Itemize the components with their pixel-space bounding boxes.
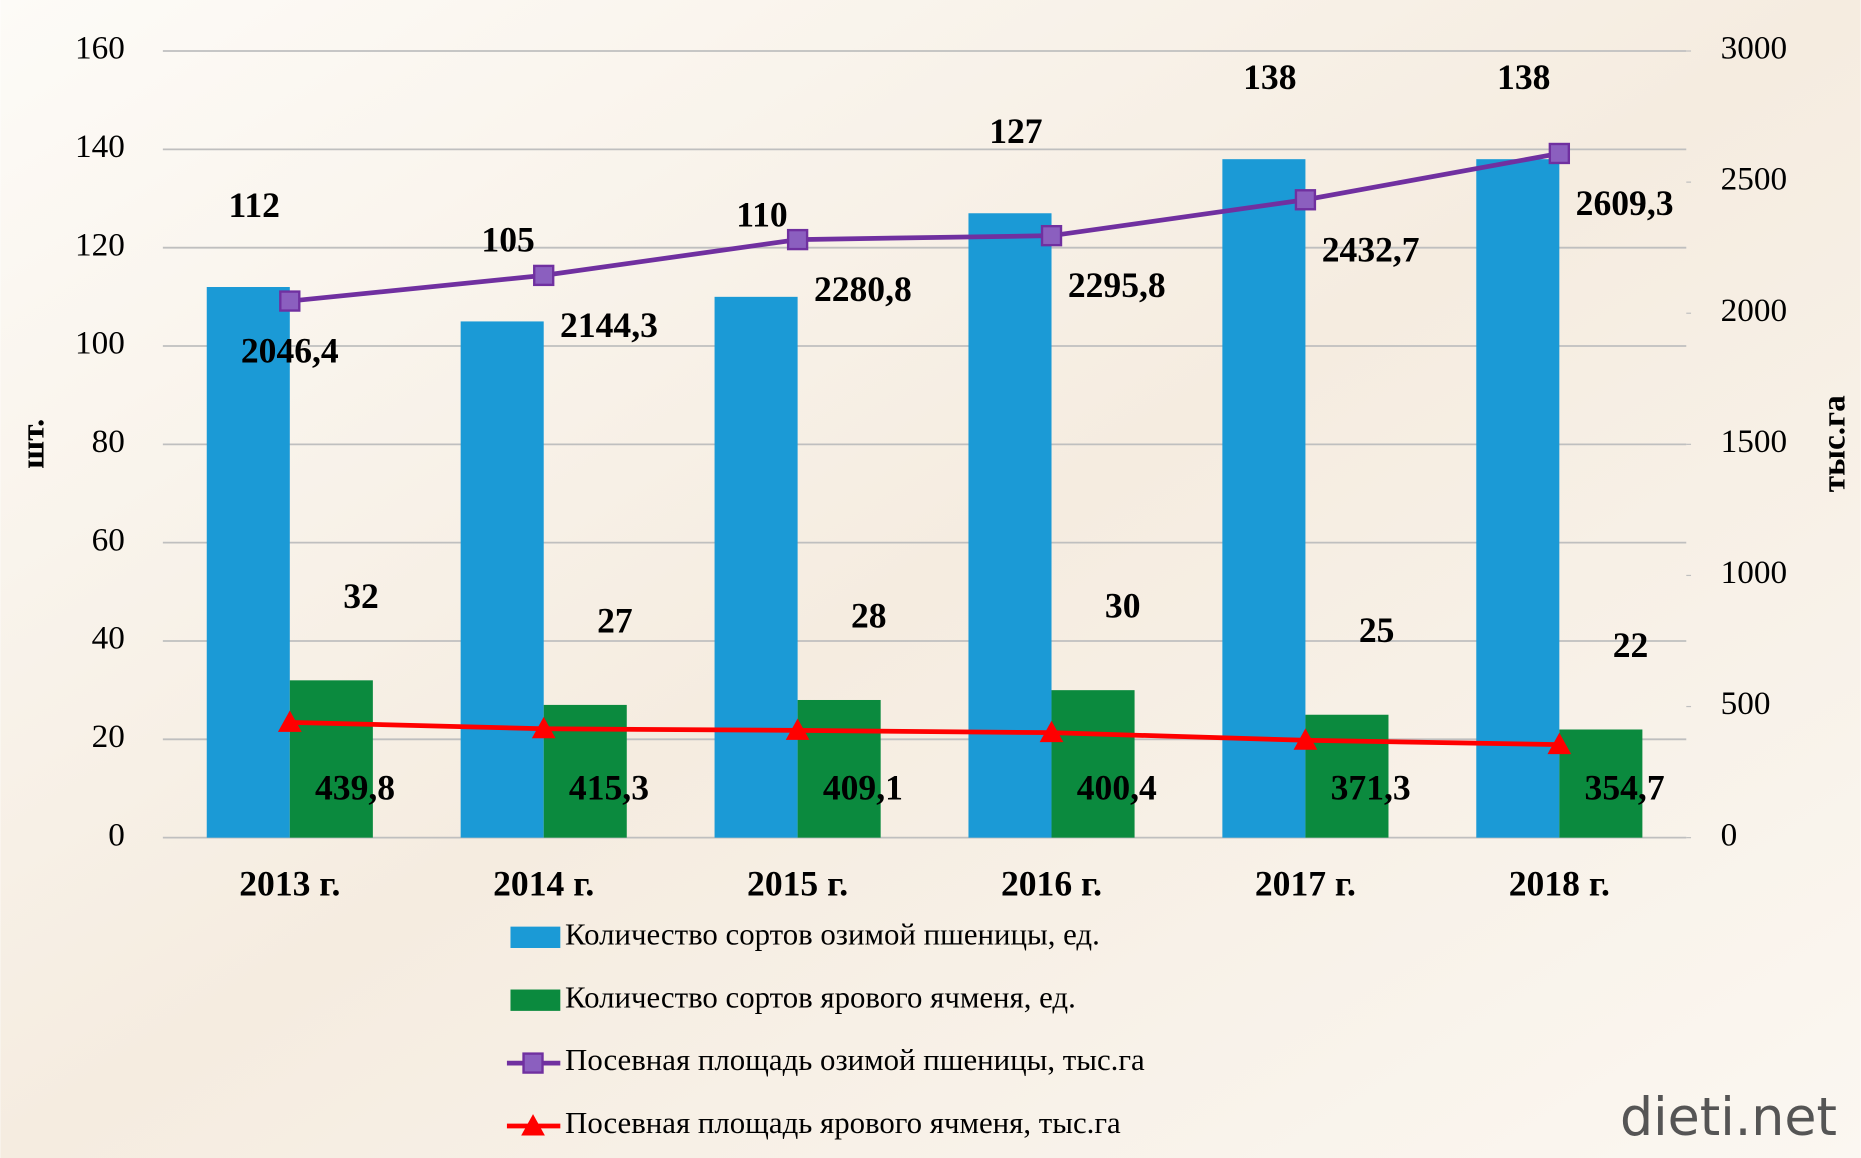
line-value-label: 2280,8 <box>814 269 912 309</box>
line-value-label: 354,7 <box>1585 768 1665 808</box>
marker <box>277 710 302 732</box>
bar-value-label: 112 <box>229 185 280 225</box>
y2-tick-label: 1000 <box>1721 554 1787 591</box>
y-tick-label: 0 <box>108 816 125 853</box>
y-tick-label: 100 <box>75 325 125 362</box>
bar <box>1051 690 1135 838</box>
y2-axis-title: тыс.га <box>1816 395 1853 492</box>
marker <box>786 228 809 251</box>
legend-swatch <box>510 989 561 1011</box>
legend-label: Количество сортов озимой пшеницы, ед. <box>565 917 1100 951</box>
legend-swatch <box>510 926 561 948</box>
bar <box>206 287 290 838</box>
y-tick-label: 20 <box>92 718 125 755</box>
marker <box>1548 142 1571 165</box>
marker <box>531 716 556 739</box>
y-tick-label: 140 <box>75 128 125 165</box>
marker <box>1293 728 1318 750</box>
legend-swatch <box>522 1052 544 1074</box>
legend-swatch <box>521 1114 545 1136</box>
x-tick-label: 2017 г. <box>1255 864 1356 904</box>
bar <box>1476 159 1560 838</box>
line-value-label: 2609,3 <box>1576 183 1674 223</box>
watermark: dieti.net <box>1620 1088 1837 1148</box>
bar-value-label: 138 <box>1243 57 1296 97</box>
y2-tick-label: 2500 <box>1721 161 1787 198</box>
y-tick-label: 60 <box>92 521 125 558</box>
legend-label: Посевная площадь ярового ячменя, тыс.га <box>565 1106 1121 1140</box>
y-tick-label: 40 <box>92 620 125 657</box>
line <box>289 719 1560 748</box>
legend-label: Посевная площадь озимой пшеницы, тыс.га <box>565 1043 1145 1077</box>
legend-label: Количество сортов ярового ячменя, ед. <box>565 980 1076 1014</box>
x-tick-label: 2015 г. <box>747 864 848 904</box>
x-tick-label: 2018 г. <box>1509 864 1610 904</box>
bar <box>968 213 1052 838</box>
marker <box>533 264 555 287</box>
bar-value-label: 138 <box>1497 57 1550 97</box>
y-axis-title: шт. <box>15 419 52 469</box>
y-tick-label: 120 <box>75 226 125 263</box>
line <box>289 151 1560 304</box>
bar <box>460 321 544 838</box>
bar-value-label: 32 <box>343 576 379 616</box>
bar <box>1222 159 1306 838</box>
marker <box>1039 720 1064 743</box>
marker <box>1547 732 1572 755</box>
line-value-label: 400,4 <box>1077 768 1157 808</box>
marker <box>785 718 810 740</box>
line-value-label: 409,1 <box>823 768 903 808</box>
marker <box>279 290 301 312</box>
y2-tick-label: 3000 <box>1721 30 1787 67</box>
line-value-label: 2046,4 <box>241 331 339 371</box>
bar-value-label: 27 <box>597 600 633 640</box>
line-value-label: 2295,8 <box>1068 265 1166 305</box>
line-value-label: 2144,3 <box>560 305 658 345</box>
y2-tick-label: 0 <box>1721 816 1738 853</box>
line-value-label: 371,3 <box>1331 768 1411 808</box>
bar-value-label: 127 <box>989 111 1042 151</box>
y2-tick-label: 500 <box>1721 685 1771 722</box>
bar <box>797 699 881 838</box>
y2-tick-label: 1500 <box>1721 423 1787 460</box>
marker <box>1040 224 1063 247</box>
y2-tick-label: 2000 <box>1721 292 1787 329</box>
bar <box>714 296 798 838</box>
bar-value-label: 30 <box>1105 586 1141 626</box>
y-tick-label: 160 <box>75 30 125 67</box>
x-tick-label: 2013 г. <box>239 864 340 904</box>
bar <box>1305 714 1389 838</box>
line-value-label: 2432,7 <box>1322 229 1420 269</box>
bar-value-label: 28 <box>851 595 887 635</box>
marker <box>1294 189 1317 211</box>
x-tick-label: 2016 г. <box>1001 864 1102 904</box>
bar-value-label: 110 <box>736 195 787 235</box>
bar <box>289 680 373 838</box>
y-tick-label: 80 <box>92 423 125 460</box>
line-value-label: 415,3 <box>569 768 649 808</box>
bar-value-label: 22 <box>1613 625 1649 665</box>
x-tick-label: 2014 г. <box>493 864 594 904</box>
line-value-label: 439,8 <box>315 768 395 808</box>
bar-value-label: 25 <box>1359 610 1395 650</box>
bar-value-label: 105 <box>481 219 534 259</box>
bar <box>1559 729 1643 838</box>
